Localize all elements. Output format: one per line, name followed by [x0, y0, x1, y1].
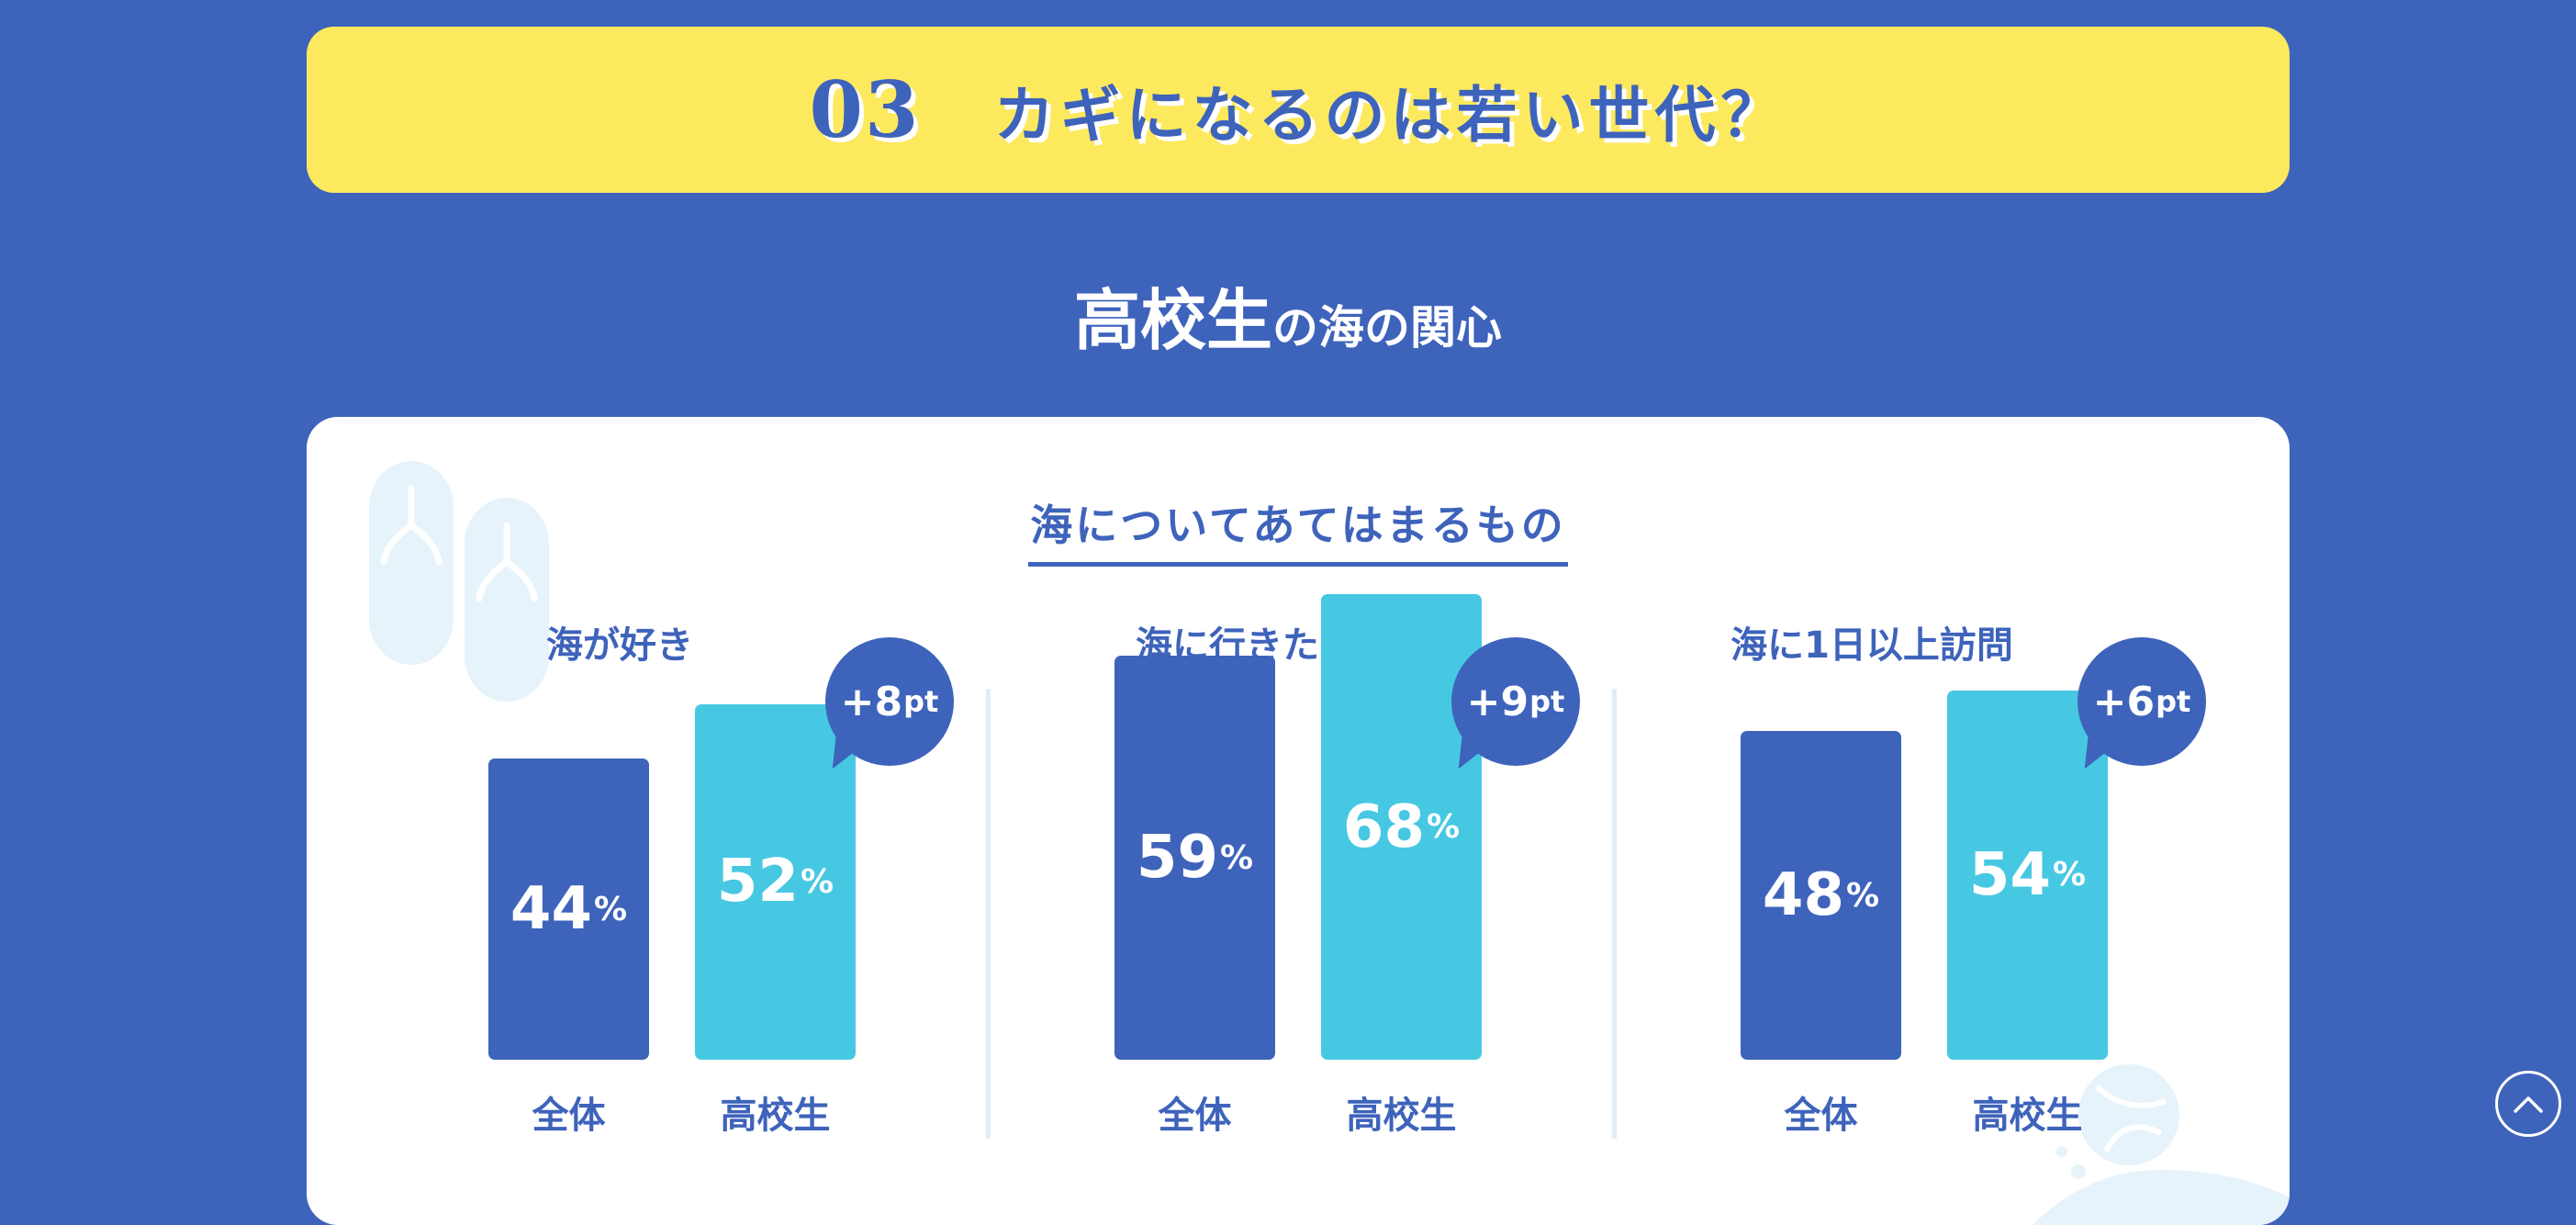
chart-card: 海についてあてはまるもの 海が好き 44% 52% 全体 高校生 +8 pt 海に行きたい 59…	[307, 417, 2290, 1225]
x-label-highschool: 高校生	[1972, 1095, 2083, 1137]
diff-unit-label: pt	[903, 684, 939, 719]
chart-panel: 海が好き 44% 52% 全体 高校生 +8 pt	[307, 417, 954, 1225]
x-label-overall: 全体	[1158, 1095, 1232, 1137]
section-banner: 03 カギになるのは若い世代？	[307, 27, 2290, 193]
section-number: 03	[809, 64, 921, 155]
diff-value-label: +8	[840, 678, 903, 725]
bar-unit-label: %	[593, 890, 628, 928]
panel-divider	[986, 689, 991, 1139]
section-heading: カギになるのは若い世代？	[993, 79, 1787, 151]
bar-value-label: 48	[1762, 861, 1844, 930]
diff-unit-label: pt	[2156, 684, 2191, 719]
overall-bar: 59%	[1114, 656, 1275, 1060]
bar-value-label: 52	[716, 848, 799, 916]
bar-value-label: 68	[1342, 792, 1425, 861]
diff-value-label: +6	[2092, 678, 2156, 725]
x-label-overall: 全体	[532, 1095, 606, 1137]
subtitle-emphasis: 高校生	[1073, 282, 1272, 359]
highschool-bar: 52%	[695, 703, 856, 1060]
highschool-bar: 68%	[1321, 594, 1482, 1060]
chart-title: 海についてあてはまるもの	[1030, 500, 1566, 550]
scroll-to-top-button[interactable]	[2495, 1071, 2561, 1137]
x-label-highschool: 高校生	[1346, 1095, 1457, 1137]
bar-unit-label: %	[1219, 838, 1254, 877]
bar-unit-label: %	[2052, 856, 2087, 894]
bar-value-label: 44	[510, 875, 592, 944]
panel-title: 海が好き	[546, 624, 693, 667]
diff-value-label: +9	[1466, 678, 1529, 725]
chart-panel: 海に1日以上訪問 48% 54% 全体 高校生 +6 pt	[1559, 417, 2206, 1225]
highschool-bar: 54%	[1947, 690, 2108, 1060]
subtitle-rest: の海の関心	[1272, 301, 1502, 354]
bar-value-label: 54	[1968, 840, 2051, 909]
chart-panel: 海に行きたい 59% 68% 全体 高校生 +9 pt	[933, 417, 1580, 1225]
x-label-overall: 全体	[1784, 1095, 1858, 1137]
page-subtitle: 高校生の海の関心	[0, 266, 2576, 363]
sandals-icon	[369, 461, 549, 702]
x-label-highschool: 高校生	[720, 1095, 831, 1137]
diff-badge: +6 pt	[2078, 637, 2206, 766]
chevron-up-icon	[2514, 1096, 2543, 1113]
diff-badge: +8 pt	[825, 637, 954, 766]
bar-unit-label: %	[1845, 876, 1880, 915]
diff-badge: +9 pt	[1451, 637, 1580, 766]
diff-unit-label: pt	[1529, 684, 1565, 719]
bar-value-label: 59	[1136, 824, 1218, 893]
panel-divider	[1612, 689, 1617, 1139]
bar-unit-label: %	[800, 862, 834, 901]
overall-bar: 48%	[1741, 731, 1901, 1060]
chart-title-underline	[1028, 562, 1568, 567]
bar-unit-label: %	[1426, 808, 1461, 847]
overall-bar: 44%	[488, 759, 649, 1060]
panel-title: 海に1日以上訪問	[1730, 624, 2013, 667]
beach-ball-icon	[2056, 1064, 2179, 1179]
